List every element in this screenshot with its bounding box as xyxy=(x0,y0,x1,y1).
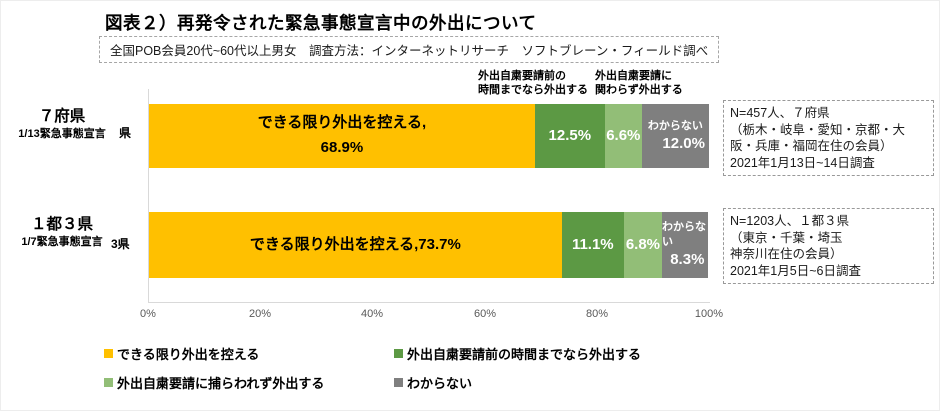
survey-method-note: 全国POB会員20代~60代以上男女 調査方法：インターネットリサーチ ソフトブ… xyxy=(99,36,720,63)
x-tick-60: 60% xyxy=(473,308,497,320)
x-axis-line xyxy=(148,302,710,303)
stacked-bar-1to3ken: できる限り外出を控える,73.7% 11.1% 6.8% わからない 8.3% xyxy=(149,212,709,278)
x-tick-20: 20% xyxy=(248,308,272,320)
legend-item-refrain: できる限り外出を控える xyxy=(104,344,259,363)
category-label-7fuken: ７府県 1/13緊急事態宣言 xyxy=(9,107,115,141)
x-tick-40: 40% xyxy=(360,308,384,320)
legend-swatch-lightgreen xyxy=(104,378,113,387)
category-sublabel: 1/13緊急事態宣言 xyxy=(18,128,106,140)
x-tick-100: 100% xyxy=(694,308,724,320)
segment-header-before-request: 外出自粛要請前の 時間までなら外出する xyxy=(478,70,588,96)
legend-swatch-green xyxy=(394,349,403,358)
x-tick-0: 0% xyxy=(140,308,156,320)
bar-segment-unknown: わからない 8.3% xyxy=(661,212,709,278)
category-name: １都３県 xyxy=(30,216,93,233)
segment-header-regardless: 外出自粛要請に 関わらず外出する xyxy=(595,70,683,96)
sample-note-7fuken: N=457人、７府県 （栃木・岐阜・愛知・京都・大 阪・兵庫・福岡在住の会員） … xyxy=(723,100,934,176)
legend-swatch-yellow xyxy=(104,349,113,358)
category-name: ７府県 xyxy=(38,108,86,125)
bar-segment-refrain: できる限り外出を控える,73.7% xyxy=(149,212,562,278)
bar-segment-before-request: 12.5% xyxy=(534,104,605,168)
category-label-1to3ken: １都３県 1/7緊急事態宣言 xyxy=(9,215,115,249)
bar-segment-unknown: わからない 12.0% xyxy=(641,104,709,168)
sample-note-1to3ken: N=1203人、１都３県 （東京・千葉・埼玉 神奈川在住の会員） 2021年1月… xyxy=(723,208,934,284)
axis-category-remnant: 県 xyxy=(119,126,132,140)
bar-segment-before-request: 11.1% xyxy=(561,212,624,278)
legend-item-regardless: 外出自粛要請に捕らわれず外出する xyxy=(104,373,324,392)
legend-item-unknown: わからない xyxy=(394,373,472,392)
chart-title: 図表２）再発令された緊急事態宣言中の外出について xyxy=(105,13,537,33)
x-tick-80: 80% xyxy=(585,308,609,320)
y-axis-line xyxy=(148,89,149,302)
legend-swatch-gray xyxy=(394,378,403,387)
axis-category-remnant: 3県 xyxy=(111,237,130,251)
bar-segment-refrain: できる限り外出を控える, 68.9% xyxy=(149,104,535,168)
category-sublabel: 1/7緊急事態宣言 xyxy=(21,236,103,248)
bar-segment-regardless: 6.8% xyxy=(623,212,662,278)
stacked-bar-7fuken: できる限り外出を控える, 68.9% 12.5% 6.6% わからない 12.0… xyxy=(149,104,709,168)
legend-item-before-request: 外出自粛要請前の時間までなら外出する xyxy=(394,344,641,363)
bar-segment-regardless: 6.6% xyxy=(604,104,642,168)
